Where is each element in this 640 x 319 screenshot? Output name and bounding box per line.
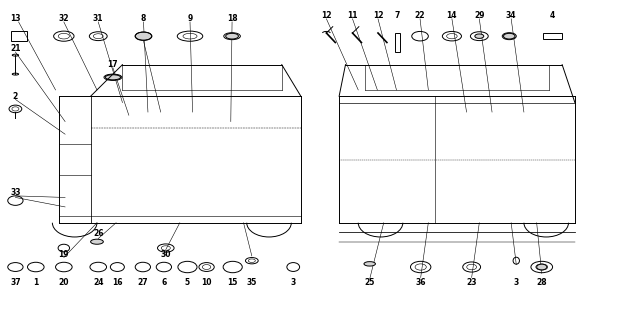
Text: 32: 32	[59, 14, 69, 23]
Text: 24: 24	[93, 278, 104, 287]
Bar	[394, 33, 399, 52]
Text: 16: 16	[112, 278, 123, 287]
Text: 21: 21	[10, 44, 20, 53]
Text: 28: 28	[536, 278, 547, 287]
Ellipse shape	[504, 33, 515, 39]
Ellipse shape	[105, 75, 120, 80]
Text: 11: 11	[348, 11, 358, 20]
Text: 36: 36	[415, 278, 426, 287]
Text: 35: 35	[246, 278, 257, 287]
Text: 5: 5	[185, 278, 190, 287]
Text: 14: 14	[447, 11, 457, 20]
Text: 12: 12	[321, 11, 332, 20]
Text: 33: 33	[10, 188, 20, 197]
Text: 19: 19	[59, 250, 69, 259]
Text: 13: 13	[10, 14, 20, 23]
Text: 9: 9	[188, 14, 193, 23]
Text: 31: 31	[93, 14, 104, 23]
Text: 27: 27	[138, 278, 148, 287]
Text: 4: 4	[550, 11, 556, 20]
Text: 20: 20	[59, 278, 69, 287]
Bar	[11, 32, 26, 41]
Text: 6: 6	[161, 278, 166, 287]
Text: 8: 8	[141, 14, 146, 23]
Text: 1: 1	[33, 278, 38, 287]
Text: 2: 2	[13, 92, 18, 101]
Text: 29: 29	[474, 11, 484, 20]
Text: 22: 22	[415, 11, 426, 20]
Ellipse shape	[537, 264, 547, 270]
Text: 26: 26	[93, 229, 104, 238]
Ellipse shape	[475, 34, 484, 38]
Text: 17: 17	[108, 60, 118, 69]
Ellipse shape	[135, 32, 152, 40]
Text: 3: 3	[514, 278, 519, 287]
Text: 25: 25	[365, 278, 375, 287]
Text: 10: 10	[202, 278, 212, 287]
Text: 37: 37	[10, 278, 20, 287]
Text: 12: 12	[372, 11, 383, 20]
Text: 7: 7	[394, 11, 400, 20]
Text: 34: 34	[506, 11, 516, 20]
Text: 23: 23	[467, 278, 477, 287]
Text: 30: 30	[161, 250, 171, 259]
Ellipse shape	[226, 33, 239, 39]
Text: 3: 3	[291, 278, 296, 287]
Text: 15: 15	[227, 278, 238, 287]
Bar	[543, 33, 562, 39]
Ellipse shape	[364, 262, 376, 266]
Ellipse shape	[91, 239, 103, 244]
Text: 18: 18	[227, 14, 237, 23]
